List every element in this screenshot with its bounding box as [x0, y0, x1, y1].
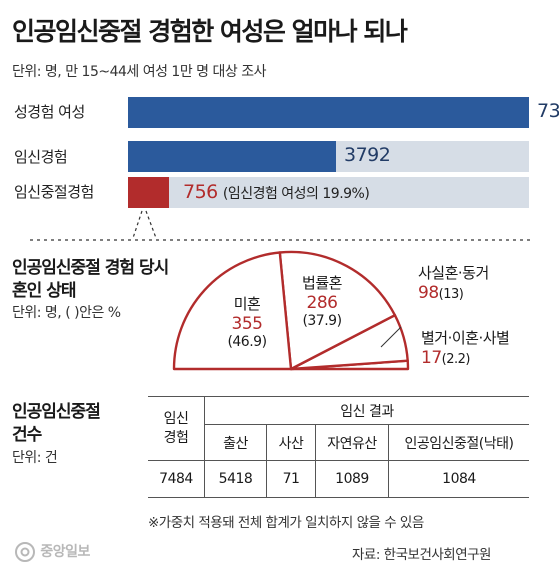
slice-name-cohabiting: 사실혼·동거: [418, 264, 489, 282]
bar-value-abortion-wrap: 756 (임신경험 여성의 19.9%): [183, 181, 370, 203]
slice-pct-married: (37.9): [302, 313, 342, 329]
slice-name-married: 법률혼: [302, 274, 342, 292]
bar-note-abortion: (임신경험 여성의 19.9%): [222, 186, 370, 202]
header-pregnancy-line1: 임신: [163, 410, 189, 427]
bar-label-abortion: 임신중절경험: [14, 183, 94, 201]
counts-title-line1: 인공임신중절: [12, 402, 101, 422]
bar-pregnancy: [128, 141, 336, 172]
bar-value-pregnancy: 3792: [344, 144, 391, 166]
cell-abortion: 1084: [442, 471, 476, 487]
slice-label-separated: 별거·이혼·사별 17(2.2): [421, 327, 510, 368]
dotted-connector-left: [132, 210, 143, 239]
slice-pct-separated: (2.2): [441, 352, 471, 367]
bar-sexual-experience: [128, 97, 529, 128]
slice-value-cohabiting: 98: [418, 283, 439, 303]
marital-title-line2: 혼인 상태: [12, 281, 76, 301]
page-title: 인공임신중절 경험한 여성은 얼마나 되나: [12, 17, 408, 46]
marital-title-line1: 인공임신중절 경험 당시: [12, 258, 169, 278]
column-birth: 출산: [204, 424, 267, 461]
bar-value-abortion: 756: [183, 181, 218, 203]
counts-title-line2: 건수: [12, 425, 42, 445]
counts-table: 임신 경험 임신 결과 출산 사산 자연유산 인공임신중절(낙태) 7484 5…: [148, 396, 529, 498]
logo-mark-icon: [15, 542, 35, 562]
cell-pregnancy-total: 7484: [148, 460, 205, 498]
header-pregnancy-line2: 경험: [163, 429, 189, 446]
cell-miscarriage: 1089: [315, 460, 389, 498]
footnote: ※가중치 적용돼 전체 합계가 일치하지 않을 수 있음: [148, 515, 424, 531]
source-credit: 자료: 한국보건사회연구원: [352, 547, 491, 563]
slice-value-separated: 17: [421, 348, 442, 368]
column-abortion: 인공임신중절(낙태): [404, 435, 514, 452]
bar-value-sexual-experience: 7320: [537, 100, 559, 122]
logo-text: 중앙일보: [40, 544, 90, 560]
slice-value-married: 286: [306, 293, 338, 313]
slice-name-separated: 별거·이혼·사별: [421, 329, 510, 347]
pie-slice-single: [172, 251, 293, 371]
slice-name-single: 미혼: [233, 295, 261, 313]
leader-line-separated: [380, 326, 402, 348]
column-stillbirth: 사산: [266, 424, 316, 461]
cell-stillbirth: 71: [266, 460, 316, 498]
dotted-connector-right: [145, 210, 157, 239]
header-pregnancy: 임신 경험: [148, 396, 205, 461]
bar-abortion: [128, 177, 169, 208]
slice-label-married: 법률혼 286 (37.9): [287, 272, 357, 329]
slice-value-single: 355: [231, 314, 263, 334]
slice-label-cohabiting: 사실혼·동거 98(13): [418, 262, 489, 303]
header-result: 임신 결과: [204, 396, 529, 425]
bar-track: [128, 177, 529, 208]
bar-label-sexual-experience: 성경험 여성: [14, 103, 85, 121]
column-miscarriage: 자연유산: [315, 424, 389, 461]
cell-birth: 5418: [204, 460, 267, 498]
chart-subtitle: 단위: 명, 만 15~44세 여성 1만 명 대상 조사: [12, 64, 266, 80]
marital-unit: 단위: 명, ( )안은 %: [12, 305, 121, 321]
slice-pct-cohabiting: (13): [438, 287, 464, 302]
slice-pct-single: (46.9): [227, 334, 267, 350]
pie-slice-married: [278, 250, 397, 371]
slice-label-single: 미혼 355 (46.9): [212, 293, 282, 350]
bar-label-pregnancy: 임신경험: [14, 148, 68, 166]
counts-unit: 단위: 건: [12, 450, 58, 466]
joongang-logo: 중앙일보: [14, 541, 90, 563]
